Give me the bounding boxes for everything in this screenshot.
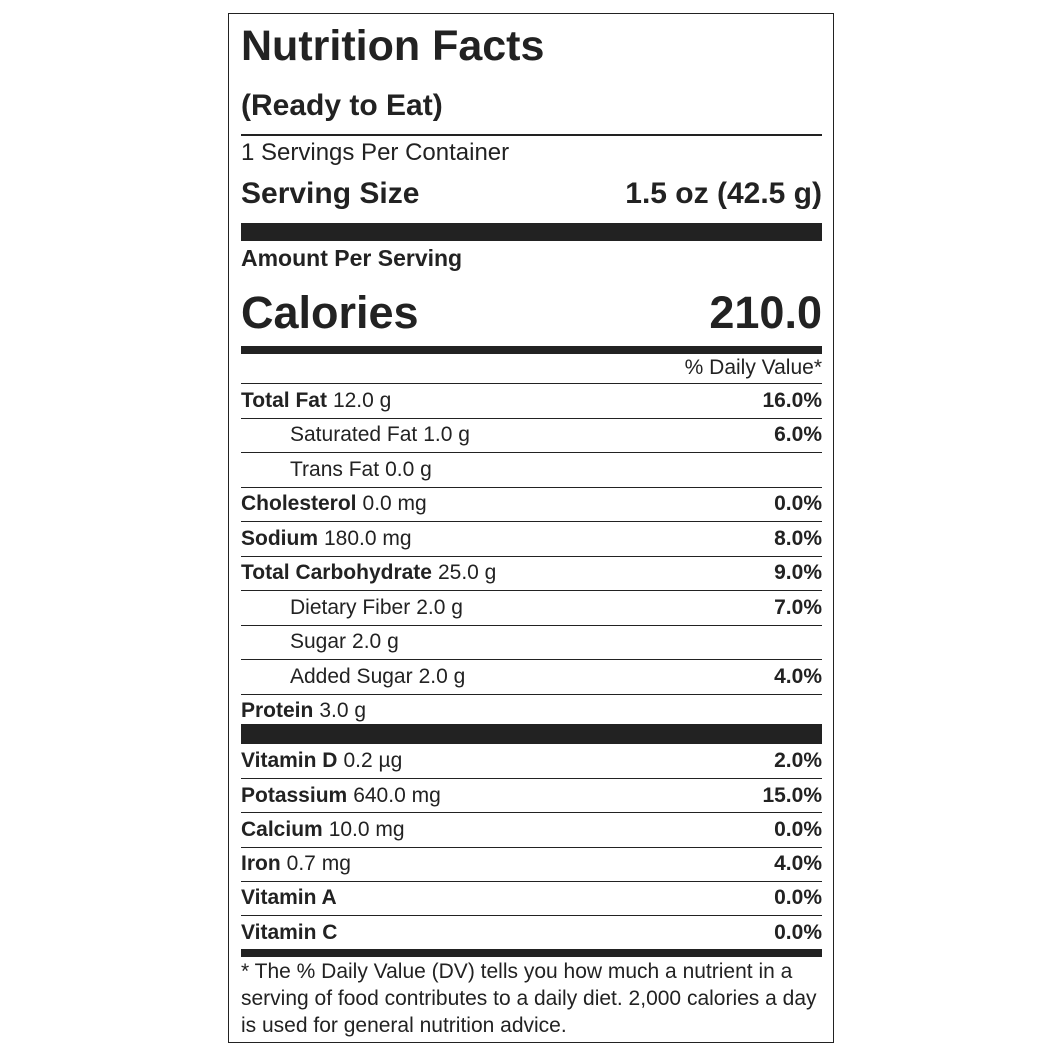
- nutrient-row: Trans Fat 0.0 g: [241, 452, 822, 486]
- nutrient-row: Dietary Fiber 2.0 g 7.0%: [241, 590, 822, 624]
- nutrient-amount: 640.0 mg: [353, 783, 441, 807]
- nutrient-amount: 0.0 mg: [362, 492, 427, 515]
- nutrient-name: Calcium: [241, 817, 323, 841]
- nutrient-name: Added Sugar: [290, 664, 413, 688]
- title: Nutrition Facts: [241, 22, 545, 70]
- nutrient-row: Iron 0.7 mg 4.0%: [241, 846, 822, 881]
- nutrient-name: Total Fat: [241, 388, 327, 412]
- nutrient-amount: 2.0 g: [352, 630, 399, 653]
- label-border: [228, 13, 834, 1043]
- nutrient-row: Added Sugar 2.0 g 4.0%: [241, 659, 822, 693]
- footnote: * The % Daily Value (DV) tells you how m…: [241, 960, 817, 1037]
- nutrient-amount: 2.0 g: [416, 595, 463, 619]
- nutrient-amount: 1.0 g: [423, 423, 470, 446]
- nutrient-row: Sodium 180.0 mg 8.0%: [241, 521, 822, 555]
- daily-value: 0.0%: [774, 920, 822, 944]
- daily-value: 16.0%: [762, 388, 822, 412]
- daily-value: 4.0%: [774, 664, 822, 688]
- servings: 1 Servings Per Container: [241, 139, 510, 166]
- divider: [241, 134, 822, 136]
- nutrient-row: Protein 3.0 g: [241, 693, 822, 728]
- nutrient-name: Sodium: [241, 526, 318, 550]
- nutrient-name: Total Carbohydrate: [241, 561, 432, 584]
- thick-bar: [241, 724, 822, 744]
- daily-value: 6.0%: [774, 423, 822, 446]
- subtitle: (Ready to Eat): [241, 89, 443, 122]
- nutrient-name: Saturated Fat: [290, 423, 418, 446]
- nutrient-row: Total Carbohydrate 25.0 g 9.0%: [241, 555, 822, 590]
- daily-value: 7.0%: [774, 595, 822, 619]
- daily-value: 8.0%: [774, 526, 822, 550]
- nutrient-row: Calcium 10.0 mg 0.0%: [241, 812, 822, 846]
- calories: Calories 210.0: [241, 287, 822, 339]
- nutrient-name: Sugar: [290, 630, 347, 653]
- nutrient-amount: 180.0 mg: [324, 526, 412, 550]
- daily-value: 2.0%: [774, 749, 822, 772]
- nutrient-row: Vitamin C 0.0%: [241, 915, 822, 949]
- daily-value: 0.0%: [774, 492, 822, 515]
- nutrient-amount: 10.0 mg: [328, 817, 405, 841]
- nutrient-amount: 0.2 µg: [343, 749, 403, 772]
- daily-value: 0.0%: [774, 886, 822, 910]
- nutrient-name: Trans Fat: [290, 457, 380, 481]
- amount-per-serving: Amount Per Serving: [241, 245, 463, 271]
- daily-value: 9.0%: [774, 561, 822, 584]
- nutrient-name: Vitamin D: [241, 749, 338, 772]
- medium-bar: [241, 949, 822, 957]
- nutrient-amount: 0.7 mg: [286, 852, 351, 876]
- nutrient-row: Sugar 2.0 g: [241, 624, 822, 659]
- calories-label: Calories: [241, 287, 419, 338]
- nutrient-name: Cholesterol: [241, 492, 357, 515]
- serving-size-value: 1.5 oz (42.5 g): [625, 177, 822, 210]
- nutrient-name: Iron: [241, 852, 281, 876]
- nutrient-name: Vitamin C: [241, 920, 338, 944]
- nutrient-row: Cholesterol 0.0 mg 0.0%: [241, 486, 822, 521]
- nutrient-row: Total Fat 12.0 g 16.0%: [241, 383, 822, 417]
- calories-value: 210.0: [709, 287, 822, 338]
- nutrient-row: Potassium 640.0 mg 15.0%: [241, 778, 822, 812]
- nutrient-name: Vitamin A: [241, 886, 337, 910]
- nutrient-name: Dietary Fiber: [290, 595, 411, 619]
- thick-bar: [241, 223, 822, 241]
- nutrient-amount: 2.0 g: [418, 664, 466, 688]
- nutrient-amount: 0.0 g: [385, 457, 432, 481]
- nutrient-amount: 3.0 g: [319, 699, 367, 722]
- nutrient-row: Saturated Fat 1.0 g 6.0%: [241, 417, 822, 452]
- medium-bar: [241, 346, 822, 354]
- daily-value: 0.0%: [774, 817, 822, 841]
- nutrient-name: Protein: [241, 699, 314, 722]
- daily-value-header: % Daily Value*: [684, 356, 822, 379]
- nutrient-name: Potassium: [241, 783, 348, 807]
- nutrient-amount: 25.0 g: [437, 561, 497, 584]
- nutrient-amount: 12.0 g: [332, 388, 392, 412]
- nutrient-row: Vitamin D 0.2 µg 2.0%: [241, 744, 822, 778]
- nutrient-row: Vitamin A 0.0%: [241, 880, 822, 915]
- serving-size: Serving Size 1.5 oz (42.5 g): [241, 177, 822, 211]
- daily-value: 4.0%: [774, 852, 822, 876]
- daily-value: 15.0%: [762, 783, 822, 807]
- serving-size-label: Serving Size: [241, 177, 420, 210]
